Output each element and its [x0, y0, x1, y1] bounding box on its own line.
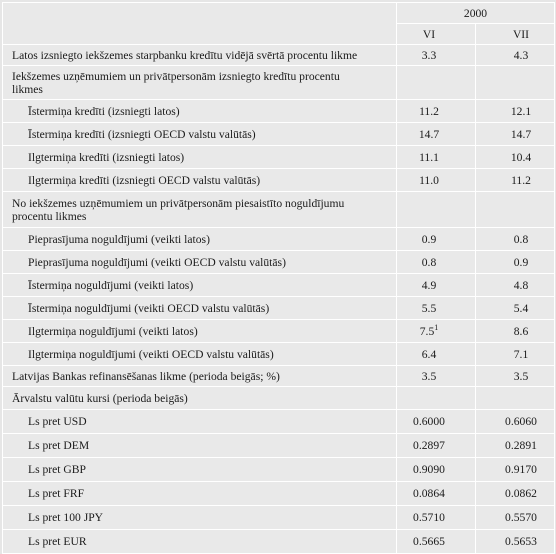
value-vi: 3.5: [396, 365, 476, 387]
table-row: Īstermiņa kredīti (izsniegti OECD valstu…: [2, 122, 555, 146]
row-label: Ls pret USD: [2, 409, 397, 434]
row-label: Ls pret FRF: [2, 481, 397, 506]
empty-cell: [396, 191, 476, 228]
footnote-marker: 1: [434, 322, 439, 332]
row-label: Pieprasījuma noguldījumi (veikti OECD va…: [2, 250, 397, 274]
row-label: Ls pret GBP: [2, 457, 397, 482]
value-vii: 4.3: [475, 44, 555, 66]
header-month-vii: VII: [475, 23, 555, 45]
value-vii: 0.0862: [475, 481, 555, 506]
row-label: Ls pret DEM: [2, 433, 397, 458]
section-title: Ārvalstu valūtu kursi (perioda beigās): [2, 386, 397, 410]
value-vii: 10.4: [475, 145, 555, 169]
value-vii: 0.5570: [475, 505, 555, 530]
table-row: Ls pret DEM 0.2897 0.2891: [2, 433, 555, 458]
row-label: Ilgtermiņa noguldījumi (veikti latos): [2, 319, 397, 343]
table-row: Ls pret GBP 0.9090 0.9170: [2, 457, 555, 482]
table-row: Ls pret 100 JPY 0.5710 0.5570: [2, 505, 555, 530]
value-vii: 0.2891: [475, 433, 555, 458]
header-year: 2000: [396, 2, 555, 24]
row-label: Latvijas Bankas refinansēšanas likme (pe…: [2, 365, 397, 387]
header-blank-cell: [2, 2, 397, 45]
row-label: Ilgtermiņa noguldījumi (veikti OECD vals…: [2, 342, 397, 366]
table-row: Ls pret FRF 0.0864 0.0862: [2, 481, 555, 506]
value-vi: 0.9: [396, 227, 476, 251]
value-vii: 7.1: [475, 342, 555, 366]
table-row: Ilgtermiņa noguldījumi (veikti latos) 7.…: [2, 319, 555, 343]
value-vi: 7.5: [419, 324, 435, 338]
value-vi: 0.2897: [396, 433, 476, 458]
value-vi: 6.4: [396, 342, 476, 366]
value-vi: 11.1: [396, 145, 476, 169]
table-row: Pieprasījuma noguldījumi (veikti latos) …: [2, 227, 555, 251]
value-vi: 11.0: [396, 168, 476, 192]
table-row: Ls pret USD 0.6000 0.6060: [2, 409, 555, 434]
empty-cell: [396, 386, 476, 410]
table-row: Ilgtermiņa kredīti (izsniegti OECD valst…: [2, 168, 555, 192]
value-vi-with-footnote: 7.51: [396, 319, 476, 343]
section-row-deposits: No iekšzemes uzņēmumiem un privātpersonā…: [2, 191, 555, 228]
table-row: Īstermiņa noguldījumi (veikti latos) 4.9…: [2, 273, 555, 297]
value-vii: 8.6: [475, 319, 555, 343]
row-label: Īstermiņa noguldījumi (veikti OECD valst…: [2, 296, 397, 320]
table-row: Īstermiņa kredīti (izsniegti latos) 11.2…: [2, 99, 555, 123]
value-vii: 14.7: [475, 122, 555, 146]
row-label: Īstermiņa kredīti (izsniegti OECD valstu…: [2, 122, 397, 146]
table-row: Īstermiņa noguldījumi (veikti OECD valst…: [2, 296, 555, 320]
row-label: Ilgtermiņa kredīti (izsniegti latos): [2, 145, 397, 169]
value-vi: 0.8: [396, 250, 476, 274]
section-row-fx: Ārvalstu valūtu kursi (perioda beigās): [2, 386, 555, 410]
value-vi: 3.3: [396, 44, 476, 66]
empty-cell: [475, 191, 555, 228]
value-vii: 0.9: [475, 250, 555, 274]
empty-cell: [396, 65, 476, 100]
header-row-year: 2000: [2, 2, 555, 45]
value-vii: 0.6060: [475, 409, 555, 434]
value-vi: 14.7: [396, 122, 476, 146]
empty-cell: [475, 386, 555, 410]
value-vi: 4.9: [396, 273, 476, 297]
table-row: Ilgtermiņa kredīti (izsniegti latos) 11.…: [2, 145, 555, 169]
value-vi: 0.0864: [396, 481, 476, 506]
value-vi: 0.6000: [396, 409, 476, 434]
empty-cell: [475, 65, 555, 100]
value-vii: 3.5: [475, 365, 555, 387]
value-vi: 5.5: [396, 296, 476, 320]
row-label: Īstermiņa kredīti (izsniegti latos): [2, 99, 397, 123]
row-label: Ls pret 100 JPY: [2, 505, 397, 530]
value-vii: 5.4: [475, 296, 555, 320]
row-label: Pieprasījuma noguldījumi (veikti latos): [2, 227, 397, 251]
value-vii: 0.8: [475, 227, 555, 251]
value-vii: 11.2: [475, 168, 555, 192]
table-row: Latos izsniegto iekšzemes starpbanku kre…: [2, 44, 555, 66]
header-month-vi: VI: [396, 23, 476, 45]
table-row: Latvijas Bankas refinansēšanas likme (pe…: [2, 365, 555, 387]
value-vii: 4.8: [475, 273, 555, 297]
row-label: Ilgtermiņa kredīti (izsniegti OECD valst…: [2, 168, 397, 192]
value-vii: 12.1: [475, 99, 555, 123]
row-label: Īstermiņa noguldījumi (veikti latos): [2, 273, 397, 297]
value-vi: 11.2: [396, 99, 476, 123]
value-vi: 0.9090: [396, 457, 476, 482]
section-row-loans: Iekšzemes uzņēmumiem un privātpersonām i…: [2, 65, 555, 100]
section-title: Iekšzemes uzņēmumiem un privātpersonām i…: [2, 65, 397, 100]
table-row: Ilgtermiņa noguldījumi (veikti OECD vals…: [2, 342, 555, 366]
row-label: Latos izsniegto iekšzemes starpbanku kre…: [2, 44, 397, 66]
section-title: No iekšzemes uzņēmumiem un privātpersonā…: [2, 191, 397, 228]
value-vii: 0.9170: [475, 457, 555, 482]
value-vi: 0.5710: [396, 505, 476, 530]
table-row: Pieprasījuma noguldījumi (veikti OECD va…: [2, 250, 555, 274]
